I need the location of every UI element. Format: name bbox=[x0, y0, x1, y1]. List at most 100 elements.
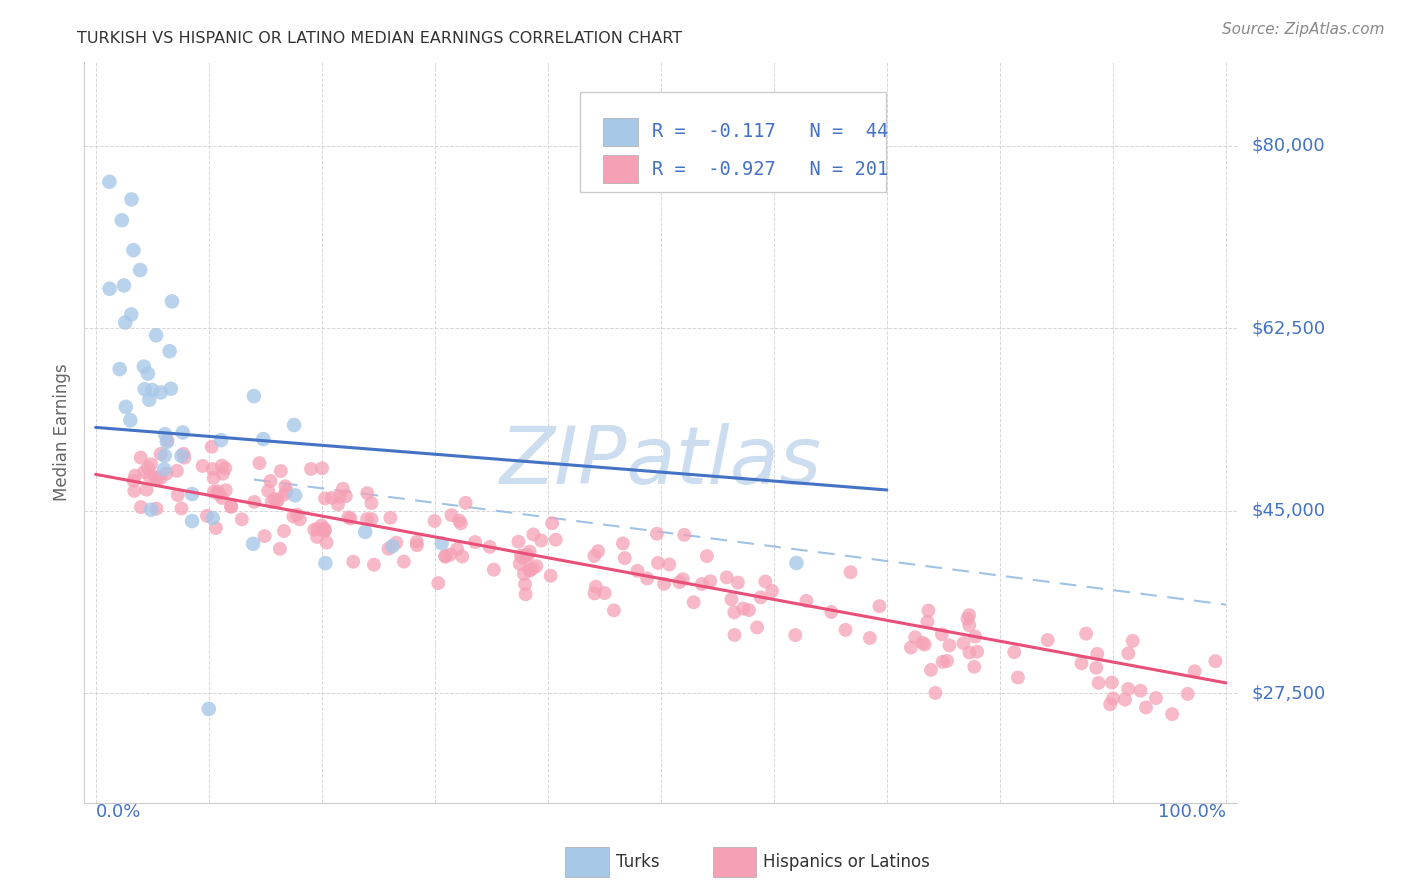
Point bbox=[170, 501, 193, 516]
Point bbox=[482, 563, 505, 577]
Point bbox=[1122, 633, 1144, 648]
Point bbox=[285, 508, 308, 522]
Point bbox=[613, 551, 636, 566]
Point bbox=[98, 282, 121, 296]
Point bbox=[215, 483, 238, 498]
Text: 0.0%: 0.0% bbox=[96, 803, 141, 821]
Point bbox=[834, 623, 856, 637]
Point bbox=[356, 512, 378, 526]
Point bbox=[149, 471, 172, 485]
Point bbox=[478, 540, 501, 554]
Text: ZIPatlas: ZIPatlas bbox=[499, 423, 823, 501]
Point bbox=[314, 524, 336, 538]
Point bbox=[583, 586, 606, 600]
Point bbox=[273, 524, 295, 538]
Point bbox=[796, 594, 818, 608]
Point bbox=[699, 574, 721, 589]
Point bbox=[201, 462, 224, 476]
Point bbox=[515, 587, 537, 601]
Point bbox=[516, 549, 538, 563]
Point bbox=[957, 618, 980, 632]
Point bbox=[269, 541, 291, 556]
Point bbox=[335, 489, 357, 503]
Point bbox=[211, 458, 233, 473]
Point bbox=[166, 464, 188, 478]
Point bbox=[966, 645, 988, 659]
Point bbox=[439, 548, 461, 562]
Point bbox=[936, 654, 959, 668]
Point bbox=[377, 541, 399, 556]
Point bbox=[197, 702, 219, 716]
Point bbox=[153, 449, 176, 463]
Point bbox=[612, 536, 634, 550]
Point bbox=[122, 243, 145, 257]
Text: $45,000: $45,000 bbox=[1251, 502, 1326, 520]
Point bbox=[202, 471, 225, 485]
Point bbox=[124, 483, 146, 498]
Point bbox=[201, 440, 224, 454]
Point bbox=[172, 425, 194, 440]
Text: TURKISH VS HISPANIC OR LATINO MEDIAN EARNINGS CORRELATION CHART: TURKISH VS HISPANIC OR LATINO MEDIAN EAR… bbox=[77, 31, 682, 46]
Point bbox=[111, 213, 134, 227]
Point bbox=[283, 509, 305, 524]
Point bbox=[212, 467, 235, 481]
Point bbox=[311, 518, 333, 533]
Point bbox=[652, 576, 675, 591]
Text: R =  -0.117   N =  44: R = -0.117 N = 44 bbox=[651, 122, 887, 141]
Point bbox=[658, 558, 681, 572]
Point bbox=[512, 550, 534, 565]
Point bbox=[145, 328, 167, 343]
Point bbox=[904, 630, 927, 644]
Point bbox=[321, 491, 343, 505]
Point bbox=[509, 549, 531, 563]
Point bbox=[120, 307, 142, 321]
Point bbox=[920, 663, 942, 677]
Point bbox=[143, 470, 166, 484]
Point bbox=[754, 574, 776, 589]
Point bbox=[139, 469, 162, 483]
Point bbox=[173, 447, 195, 461]
Point bbox=[170, 449, 193, 463]
Point bbox=[1002, 645, 1025, 659]
Point bbox=[1085, 661, 1108, 675]
Point bbox=[360, 512, 382, 526]
Point bbox=[406, 538, 429, 552]
Point bbox=[139, 502, 162, 516]
Point bbox=[141, 383, 163, 397]
Point bbox=[354, 524, 377, 539]
Point bbox=[1114, 692, 1136, 706]
Point bbox=[159, 344, 181, 359]
Text: $27,500: $27,500 bbox=[1251, 684, 1326, 702]
Point bbox=[153, 427, 176, 442]
Point bbox=[723, 606, 745, 620]
Point bbox=[515, 548, 537, 562]
Point bbox=[360, 496, 382, 510]
Point bbox=[266, 493, 288, 508]
Point bbox=[173, 450, 195, 465]
Point bbox=[1161, 707, 1184, 722]
Point bbox=[911, 636, 934, 650]
Text: Hispanics or Latinos: Hispanics or Latinos bbox=[763, 853, 931, 871]
Point bbox=[231, 512, 253, 526]
Point bbox=[146, 471, 169, 485]
Point bbox=[149, 447, 172, 461]
Point bbox=[959, 646, 981, 660]
Point bbox=[1177, 687, 1199, 701]
Point bbox=[153, 462, 176, 476]
Point bbox=[785, 628, 807, 642]
Point bbox=[522, 527, 544, 541]
Point bbox=[645, 526, 668, 541]
Point bbox=[385, 535, 408, 549]
Point bbox=[603, 603, 626, 617]
Point bbox=[122, 474, 145, 488]
Point bbox=[149, 385, 172, 400]
Point bbox=[519, 544, 541, 558]
Point bbox=[207, 487, 229, 501]
Point bbox=[544, 533, 567, 547]
Text: $80,000: $80,000 bbox=[1251, 136, 1324, 155]
Point bbox=[1184, 665, 1206, 679]
Point bbox=[1101, 675, 1123, 690]
Point bbox=[464, 535, 486, 549]
Point bbox=[917, 603, 939, 617]
Point bbox=[259, 474, 281, 488]
